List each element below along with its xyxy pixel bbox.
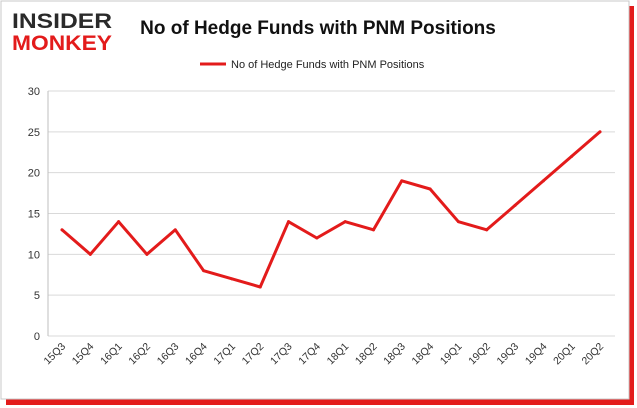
data-point <box>371 228 375 232</box>
legend-label: No of Hedge Funds with PNM Positions <box>231 59 425 71</box>
data-point <box>88 252 92 256</box>
data-point <box>173 228 177 232</box>
y-tick-label: 20 <box>28 168 40 180</box>
data-point <box>343 220 347 224</box>
y-tick-label: 5 <box>34 290 40 302</box>
data-point <box>400 179 404 183</box>
grid-layer <box>47 90 615 337</box>
legend: No of Hedge Funds with PNM Positions <box>200 59 425 71</box>
data-point <box>60 228 64 232</box>
insider-monkey-logo: INSIDER MONKEY <box>12 10 112 55</box>
data-point <box>117 220 121 224</box>
data-point <box>258 285 262 289</box>
data-point <box>485 228 489 232</box>
y-axis-ticks: 0 5 10 15 20 25 30 <box>28 86 40 343</box>
logo-line-1: INSIDER <box>12 10 112 33</box>
y-tick-label: 15 <box>28 209 40 221</box>
frame-background <box>0 0 630 400</box>
y-tick-label: 10 <box>28 249 40 261</box>
logo-line-2: MONKEY <box>12 32 112 55</box>
data-point <box>456 220 460 224</box>
series-line-0 <box>60 130 602 289</box>
data-point <box>202 269 206 273</box>
y-tick-label: 25 <box>28 127 40 139</box>
data-point <box>230 277 234 281</box>
data-point <box>541 179 545 183</box>
y-tick-label: 0 <box>34 331 40 343</box>
data-point <box>513 203 517 207</box>
chart-title: No of Hedge Funds with PNM Positions <box>140 18 496 39</box>
data-point <box>315 236 319 240</box>
series-layer <box>60 130 602 289</box>
data-point <box>145 252 149 256</box>
data-point <box>428 187 432 191</box>
data-point <box>570 154 574 158</box>
data-point <box>598 130 602 134</box>
data-point <box>287 220 291 224</box>
y-tick-label: 30 <box>28 86 40 98</box>
